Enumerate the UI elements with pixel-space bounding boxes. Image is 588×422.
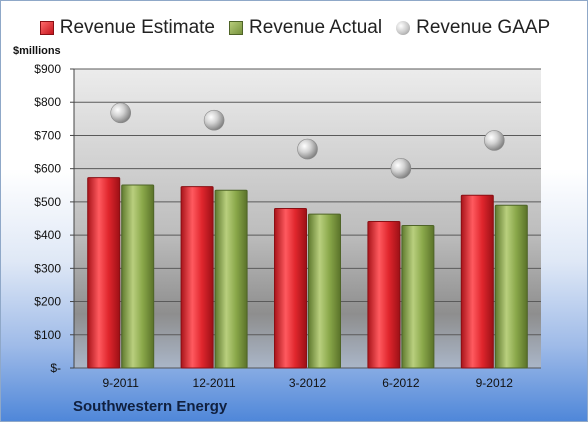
gaap-marker bbox=[203, 109, 225, 131]
bar-estimate bbox=[180, 186, 214, 369]
y-tick-label: $200 bbox=[34, 295, 61, 309]
x-tick-label: 3-2012 bbox=[289, 376, 327, 390]
y-tick-label: $900 bbox=[34, 62, 61, 76]
gaap-markers bbox=[110, 102, 505, 179]
y-tick-label: $700 bbox=[34, 128, 61, 142]
legend-item-estimate: Revenue Estimate bbox=[39, 17, 215, 39]
x-tick-label: 12-2011 bbox=[193, 376, 236, 390]
legend-label-estimate: Revenue Estimate bbox=[59, 17, 215, 38]
y-tick-labels: $- $100 $200 $300 $400 $500 $600 $700 $800 $900 bbox=[34, 62, 61, 375]
bar-actual bbox=[401, 224, 435, 369]
gaap-marker bbox=[297, 138, 318, 160]
y-tick-label: $100 bbox=[34, 328, 61, 342]
x-tick-label: 6-2012 bbox=[382, 376, 420, 390]
bar-estimate bbox=[367, 220, 401, 369]
gaap-marker bbox=[110, 102, 131, 124]
gaap-marker bbox=[483, 130, 505, 151]
legend-item-actual: Revenue Actual bbox=[229, 17, 382, 39]
bar-group bbox=[87, 177, 528, 369]
legend-swatch-estimate bbox=[39, 21, 54, 35]
y-tick-label: $400 bbox=[34, 228, 61, 242]
bar-actual bbox=[494, 204, 528, 369]
legend-swatch-gaap bbox=[396, 21, 411, 35]
y-axis-unit-label: $millions bbox=[13, 45, 61, 57]
company-name: Southwestern Energy bbox=[73, 398, 228, 415]
y-tick-label: $800 bbox=[34, 95, 61, 109]
bar-estimate bbox=[87, 177, 121, 369]
x-tick-labels: 9-2011 12-2011 3-2012 6-2012 9-2012 bbox=[102, 376, 513, 390]
legend-label-actual: Revenue Actual bbox=[249, 17, 383, 38]
x-tick-label: 9-2012 bbox=[476, 376, 514, 390]
y-tick-label: $300 bbox=[34, 261, 61, 275]
y-tick-label: $600 bbox=[34, 162, 61, 176]
y-tick-label: $- bbox=[50, 361, 61, 375]
bar-actual bbox=[121, 184, 155, 369]
bar-actual bbox=[214, 189, 248, 369]
bar-estimate bbox=[460, 194, 494, 369]
legend-item-gaap: Revenue GAAP bbox=[396, 17, 550, 39]
bar-estimate bbox=[274, 208, 307, 369]
bar-actual bbox=[308, 213, 341, 369]
legend-swatch-actual bbox=[229, 21, 243, 35]
y-tick-label: $500 bbox=[34, 195, 61, 209]
gaap-marker bbox=[390, 158, 412, 179]
legend-label-gaap: Revenue GAAP bbox=[416, 17, 551, 38]
x-tick-label: 9-2011 bbox=[102, 376, 139, 390]
legend: Revenue Estimate Revenue Actual Revenue … bbox=[1, 17, 587, 39]
